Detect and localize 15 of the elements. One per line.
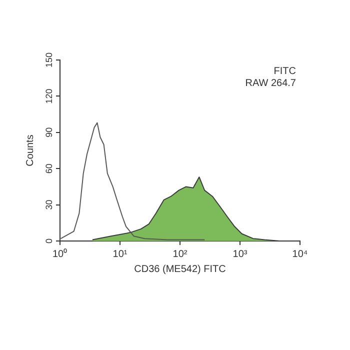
y-tick-label: 0 — [44, 238, 54, 244]
y-tick-label: 30 — [44, 200, 54, 210]
y-tick-label: 120 — [44, 88, 54, 104]
y-tick-label: 60 — [44, 164, 54, 174]
y-tick-label: 90 — [44, 127, 54, 138]
x-tick-label: 10⁰ — [52, 248, 68, 260]
x-tick-label: 10² — [172, 248, 188, 260]
x-tick-label: 10³ — [232, 248, 248, 260]
y-axis-title: Counts — [24, 134, 36, 166]
x-tick-label: 10⁴ — [292, 248, 308, 260]
x-axis-title: CD36 (ME542) FITC — [134, 264, 226, 275]
annotation: RAW 264.7 — [245, 78, 296, 89]
annotation: FITC — [274, 66, 296, 77]
x-tick-label: 10¹ — [112, 248, 128, 260]
y-tick-label: 150 — [44, 52, 54, 68]
